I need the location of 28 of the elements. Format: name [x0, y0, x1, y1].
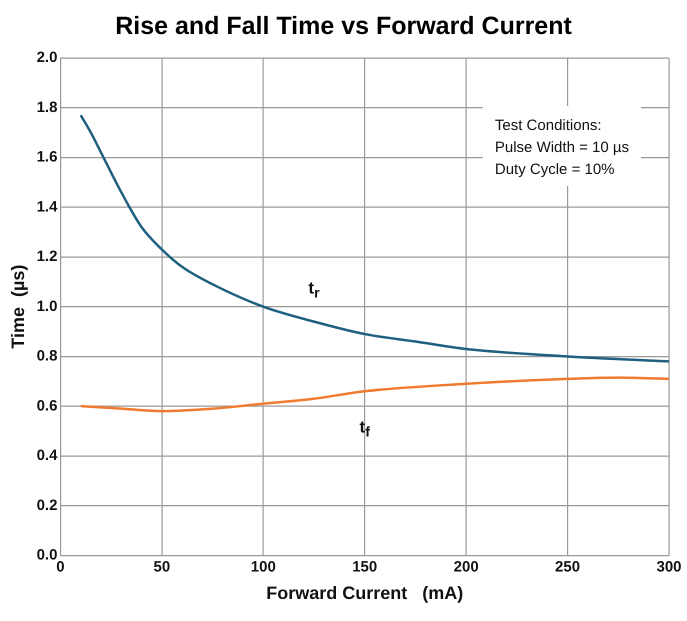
y-tick-label: 0.2 — [36, 496, 58, 514]
y-tick-label: 0.4 — [36, 447, 58, 464]
y-tick-label: 2.0 — [36, 49, 58, 66]
annotation: Pulse Width = 10 µs — [494, 139, 630, 156]
x-tick-label: 250 — [555, 558, 580, 576]
x-tick-label: 0 — [56, 558, 65, 576]
y-tick-label: 0.0 — [36, 546, 58, 564]
x-axis-title: Forward Current (mA) — [266, 583, 464, 604]
y-tick-label: 1.0 — [36, 298, 58, 315]
y-tick-label: 1.4 — [36, 198, 58, 216]
y-tick-label: 1.8 — [36, 98, 58, 116]
x-tick-label: 50 — [154, 558, 170, 576]
x-tick-label: 300 — [656, 558, 682, 576]
y-axis-title: Time (µs) — [8, 264, 28, 349]
x-tick-label: 100 — [250, 558, 276, 576]
annotation: Test Conditions: — [494, 117, 602, 134]
series-label: t$_{f}$ — [360, 418, 370, 441]
y-tick-label: 1.2 — [36, 248, 58, 266]
x-tick-label: 200 — [454, 558, 479, 576]
y-tick-label: 0.6 — [36, 397, 58, 414]
y-tick-label: 1.6 — [36, 148, 58, 166]
x-tick-label: 150 — [352, 558, 378, 576]
series-label: t$_{r}$ — [308, 278, 320, 302]
annotation: Duty Cycle = 10% — [494, 161, 615, 178]
line-series — [79, 376, 669, 412]
y-tick-label: 0.8 — [36, 348, 58, 365]
line-series — [79, 114, 669, 363]
chart-title: Rise and Fall Time vs Forward Current — [114, 12, 573, 42]
